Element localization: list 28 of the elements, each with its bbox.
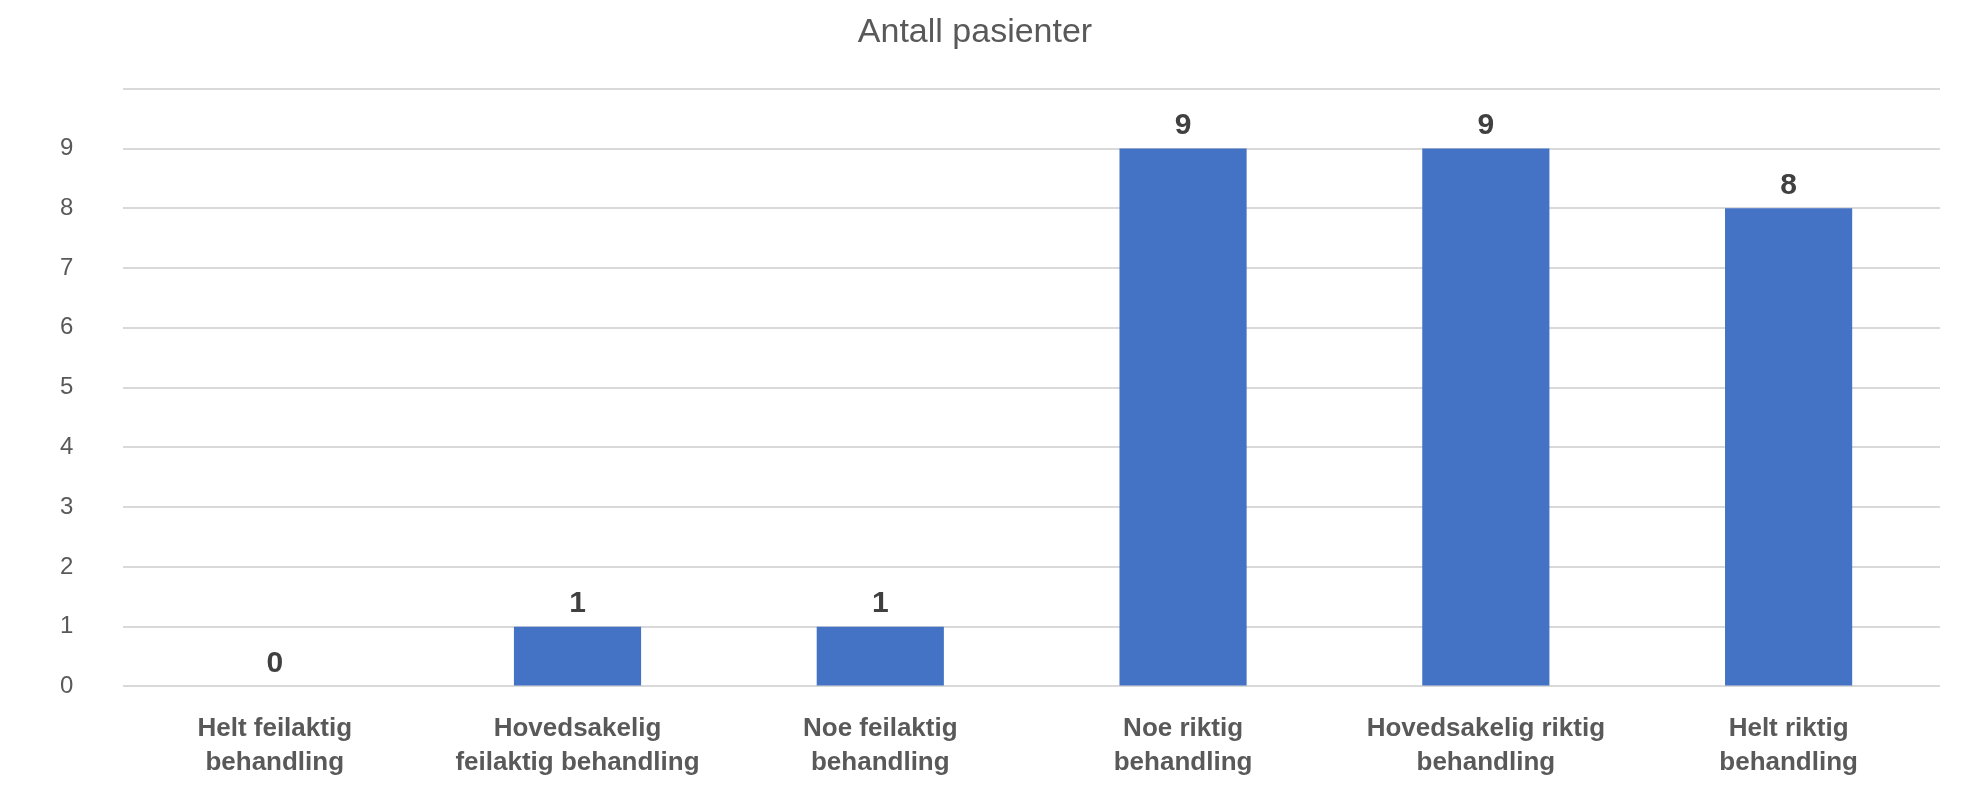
x-tick-label: Helt riktig behandling xyxy=(1719,712,1858,777)
y-tick-label: 6 xyxy=(59,312,74,340)
y-tick-label: 0 xyxy=(59,671,74,699)
bar xyxy=(1422,148,1550,686)
chart-title: Antall pasienter xyxy=(857,10,1093,49)
x-tick-label: Noe riktig behandling xyxy=(1113,712,1253,777)
bar xyxy=(1119,148,1247,686)
bar xyxy=(816,626,944,686)
y-tick-label: 2 xyxy=(59,551,74,579)
data-label: 1 xyxy=(569,584,586,618)
y-tick-label: 4 xyxy=(59,431,74,459)
y-tick-label: 9 xyxy=(59,133,74,161)
data-label: 9 xyxy=(1174,106,1192,140)
y-tick-label: 8 xyxy=(59,192,74,220)
bar xyxy=(513,626,642,686)
x-tick-label: Noe feilaktig behandling xyxy=(802,712,958,777)
x-tick-label: Hovedsakelig feilaktig behandling xyxy=(455,712,700,777)
bar xyxy=(1725,208,1853,686)
data-label: 9 xyxy=(1477,106,1495,140)
data-label: 0 xyxy=(266,644,284,678)
y-tick-label: 3 xyxy=(59,491,74,519)
y-tick-label: 5 xyxy=(59,372,74,400)
data-label: 8 xyxy=(1780,166,1797,200)
x-tick-label: Helt feilaktig behandling xyxy=(197,712,353,777)
y-tick-label: 7 xyxy=(59,252,74,280)
x-tick-label: Hovedsakelig riktig behandling xyxy=(1366,712,1606,777)
data-label: 1 xyxy=(871,584,889,618)
y-tick-label: 1 xyxy=(59,611,74,639)
